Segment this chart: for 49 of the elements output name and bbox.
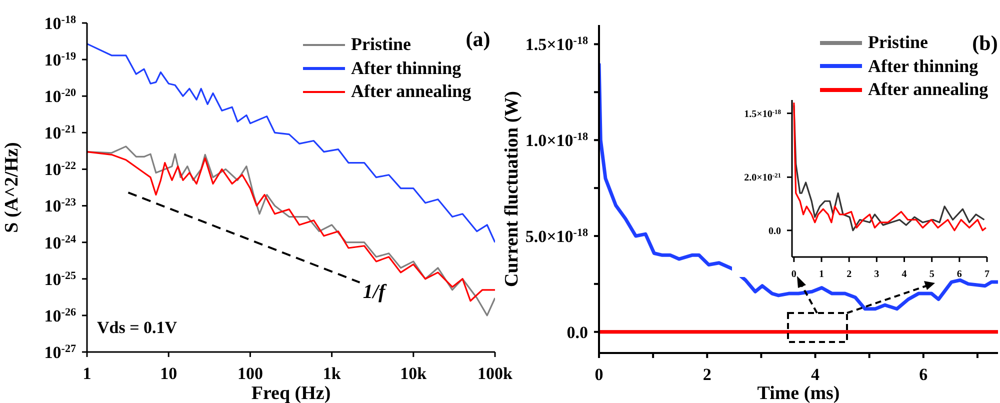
legend-label: After thinning (351, 56, 462, 80)
x-tick-label: 1 (82, 364, 92, 383)
x-tick-label: 6 (956, 269, 962, 280)
legend-label: Pristine (351, 33, 411, 56)
x-tick-label: 2 (846, 269, 852, 280)
y-tick-label: 2.0×10$^{-21}$ (744, 172, 781, 184)
y-tick-label: 1.0×10$^{-18}$ (525, 131, 588, 150)
x-tick-label: 0 (594, 365, 604, 384)
x-tick-label: 10k (400, 364, 428, 383)
y-tick-label: 10$^{-21}$ (44, 124, 76, 143)
y-tick-label: 10$^{-24}$ (44, 233, 76, 252)
y-tick-label: 10$^{-22}$ (44, 160, 76, 180)
y-tick-label: 5.0×10$^{-18}$ (525, 226, 588, 246)
y-tick-label: 10$^{-25}$ (44, 270, 76, 289)
x-tick-label: 4 (811, 365, 820, 384)
x-tick-label: 3 (874, 269, 880, 280)
y-tick-label: 1.5×10$^{-18}$ (525, 35, 588, 54)
x-tick-label: 10 (160, 364, 178, 383)
x-axis-title: Time (ms) (757, 383, 840, 403)
annotation: 1/f (362, 281, 388, 303)
y-axis-title: Current fluctuation (W) (500, 91, 522, 287)
y-tick-label: 10$^{-20}$ (44, 87, 76, 106)
x-tick-label: 0 (791, 269, 796, 280)
annotation: (a) (466, 27, 490, 51)
y-tick-label: 10$^{-26}$ (44, 306, 76, 326)
x-tick-label: 1 (819, 269, 824, 280)
x-tick-label: 2 (702, 365, 712, 384)
x-tick-label: 4 (902, 269, 907, 280)
y-tick-label: 10$^{-27}$ (44, 342, 76, 362)
x-tick-label: 100k (478, 364, 514, 383)
legend-label: Pristine (868, 31, 928, 54)
x-tick-label: 7 (984, 269, 990, 280)
x-tick-label: 100 (237, 364, 263, 383)
legend-label: After thinning (868, 54, 978, 78)
y-tick-label: 10$^{-18}$ (44, 14, 76, 33)
y-tick-label: 10$^{-23}$ (44, 196, 76, 216)
y-tick-label: 0.0 (566, 322, 588, 342)
legend-label: After annealing (868, 78, 988, 101)
y-tick-label: 10$^{-19}$ (44, 50, 76, 70)
x-axis-title: Freq (Hz) (251, 383, 331, 403)
y-tick-label: 0.0 (768, 226, 781, 237)
legend-label: After annealing (351, 80, 472, 103)
x-tick-label: 6 (919, 365, 928, 384)
annotation: Vds = 0.1V (97, 318, 178, 337)
annotation: (b) (972, 31, 998, 55)
y-tick-label: 1.5×10$^{-18}$ (744, 108, 782, 120)
x-tick-label: 1k (322, 364, 342, 383)
x-tick-label: 5 (929, 269, 934, 280)
y-axis-title: S (A^2/Hz) (0, 142, 22, 233)
